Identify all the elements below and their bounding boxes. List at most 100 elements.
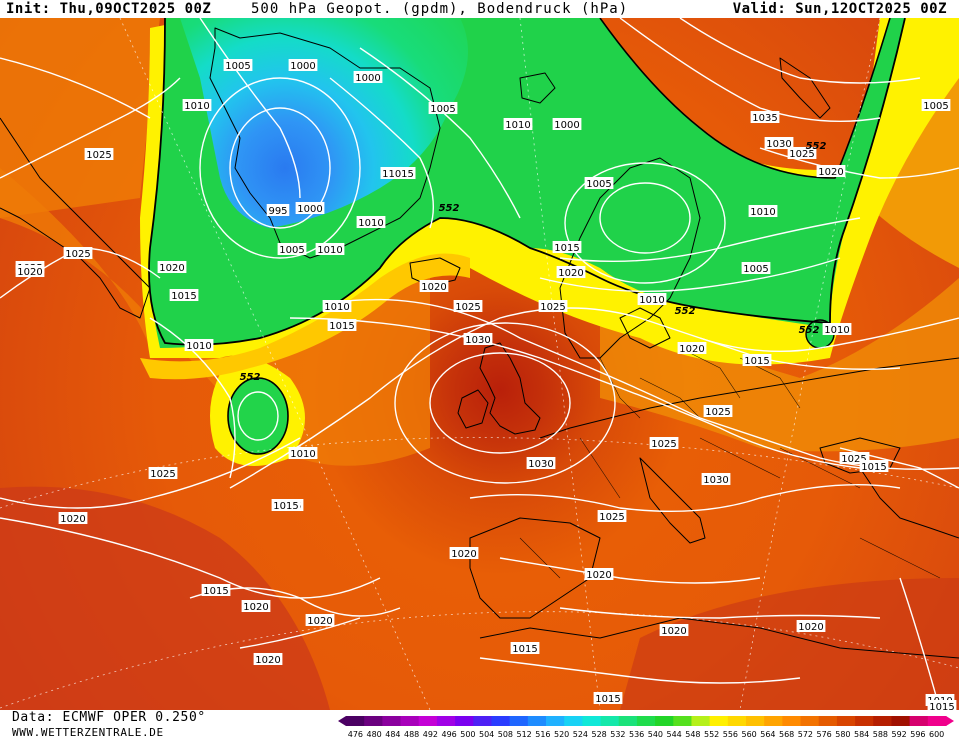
isobar-label: 1015 [554, 243, 579, 254]
colorbar-tick-label: 532 [610, 730, 626, 739]
cutoff-yellow-ring [227, 377, 289, 455]
colorbar-segment [727, 716, 747, 726]
pressure-label-box [538, 300, 568, 312]
pressure-label-box [241, 600, 271, 612]
baltic [619, 307, 671, 349]
north-orange [0, 18, 160, 218]
colorbar-tick-label: 552 [703, 730, 720, 739]
isobar-label: 1030 [766, 139, 791, 150]
pressure-label-box [15, 265, 45, 277]
pressure-label-box [463, 333, 493, 345]
pressure-label-box [787, 147, 817, 159]
colorbar-segment [564, 716, 583, 726]
isobar-label: 1010 [184, 101, 209, 112]
colorbar-tick-label: 476 [347, 730, 364, 739]
colorbar-tick-label: 508 [497, 730, 514, 739]
isobar-label: 1000 [297, 204, 322, 215]
pressure-label-box [921, 99, 951, 111]
colorbar-segment [600, 716, 620, 726]
svalbard [519, 72, 556, 104]
colorbar-tick-label: 544 [666, 730, 682, 739]
pressure-label-box [764, 137, 794, 149]
isobar-label: 1005 [279, 245, 304, 256]
isobar-label: 1020 [679, 344, 704, 355]
pressure-label-box [271, 499, 301, 511]
pressure-label-box [552, 118, 582, 130]
colorbar-tick-label: 584 [853, 730, 870, 739]
pressure-label-box [701, 473, 731, 485]
italy [639, 457, 706, 544]
isobar-label: 1020 [243, 602, 268, 613]
pressure-label-box [503, 118, 533, 130]
colorbar-segment [455, 716, 474, 726]
pressure-label-box [327, 319, 357, 331]
colorbar-tick-label: 524 [572, 730, 589, 739]
isobar-label: 1020 [421, 282, 446, 293]
pressure-label-box [288, 447, 318, 459]
colorbar-segment [509, 716, 529, 726]
colorbar-segment [491, 716, 511, 726]
colorbar-segment [709, 716, 729, 726]
pressure-label-box [201, 584, 231, 596]
isobar-label: 1010 [358, 218, 383, 229]
pressure-label-box [356, 216, 386, 228]
isobar-label: 1015 [512, 644, 537, 655]
colorbar-segment [636, 716, 656, 726]
contour-552-label: 552 [240, 372, 261, 383]
pressure-label-box [288, 59, 318, 71]
colorbar-ticks: 476 480 484 488 492 496 500 504 508 512 516 520 524 5… [343, 730, 953, 740]
pressure-label-box [556, 266, 586, 278]
isobar-label: 1020 [60, 514, 85, 525]
pressure-label-box [315, 243, 345, 255]
contour-552-label: 552 [439, 203, 460, 214]
colorbar-tick-label: 592 [891, 730, 907, 739]
isobar-label: 1020 [586, 570, 611, 581]
isobar-label: 1030 [703, 475, 728, 486]
colorbar-segment [855, 716, 874, 726]
isobar-label: 1010 [324, 302, 349, 313]
colorbar-tick-label: 568 [778, 730, 795, 739]
pressure-label-box [428, 102, 458, 114]
colorbar-segment [582, 716, 602, 726]
isobar-label: 1035 [752, 113, 777, 124]
iberia [469, 517, 601, 619]
pressure-label-box [927, 700, 957, 710]
pressure-label-box [380, 167, 416, 179]
isobar-label: 1025 [455, 302, 480, 313]
colorbar-segment [873, 716, 892, 726]
website-url: WWW.WETTERZENTRALE.DE [12, 726, 164, 739]
contour-552-north [599, 18, 891, 179]
colorbar-tick-label: 528 [591, 730, 607, 739]
colorbar-tick-label: 548 [685, 730, 701, 739]
isobar-label: 1030 [528, 459, 553, 470]
pressure-label-box [593, 692, 623, 704]
pressure-label-box [84, 148, 114, 160]
isobar-label: 995 [268, 206, 287, 217]
colorbar [338, 716, 954, 726]
data-source: Data: ECMWF OPER 0.250° [12, 710, 206, 725]
colorbar-tick-label: 572 [797, 730, 814, 739]
colorbar-tick-label: 576 [816, 730, 832, 739]
pressure-label-box [748, 205, 778, 217]
pressure-label-box [552, 241, 582, 253]
colorbar-segment [818, 716, 838, 726]
isobar-label: 1020 [661, 626, 686, 637]
yellow-orange-fringe [140, 253, 470, 380]
colorbar-segment [655, 716, 674, 726]
isobar-label: 1025 [86, 150, 111, 161]
colorbar-segment [400, 716, 420, 726]
colorbar-segment [764, 716, 783, 726]
pressure-label-box [169, 289, 199, 301]
isobar-label: 1025 [705, 407, 730, 418]
colorbar-tick-label: 516 [535, 730, 551, 739]
isobar-label: 1005 [225, 61, 250, 72]
isobar-label: 1015 [203, 586, 228, 597]
isobar-label: 1010 [750, 207, 775, 218]
pressure-label-box [157, 261, 187, 273]
isobar-label: 1010 [186, 341, 211, 352]
pressure-label-box [295, 202, 325, 214]
colorbar-tick-label: 496 [441, 730, 457, 739]
isobar-label: 1000 [290, 61, 315, 72]
east-coast [859, 467, 959, 539]
colorbar-tick-label: 512 [516, 730, 532, 739]
